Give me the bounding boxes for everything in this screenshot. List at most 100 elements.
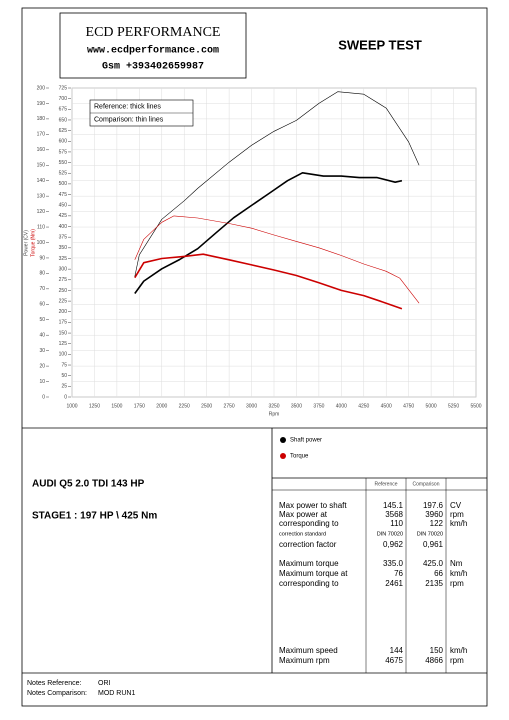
y2-tick-label: 275 — [59, 277, 68, 283]
y2-axis-title: Torque (Nm) — [30, 229, 36, 257]
ref-value: 144 — [390, 646, 404, 655]
unit: Nm — [450, 559, 463, 568]
y-tick-label: 170 — [37, 132, 46, 138]
y-tick-label: 80 — [39, 271, 45, 277]
row-label: Maximum torque at — [279, 569, 348, 578]
legend: Shaft power Torque — [280, 437, 322, 460]
website: www.ecdperformance.com — [87, 45, 219, 57]
row-label: Max power at — [279, 510, 328, 519]
x-tick-label: 1750 — [134, 403, 145, 409]
y2-tick-label: 675 — [59, 107, 68, 113]
unit: km/h — [450, 646, 467, 655]
y2-tick-label: 600 — [59, 139, 68, 145]
unit: rpm — [450, 656, 464, 665]
y-tick-label: 200 — [37, 85, 46, 91]
y-tick-label: 130 — [37, 193, 46, 199]
y2-tick-label: 500 — [59, 181, 68, 187]
y2-tick-label: 525 — [59, 171, 68, 177]
y-tick-label: 50 — [39, 317, 45, 323]
company: ECD PERFORMANCE — [86, 25, 221, 40]
y2-tick-label: 575 — [59, 149, 68, 155]
comp-value: 3960 — [425, 510, 443, 519]
header-box — [59, 12, 247, 79]
y-tick-label: 190 — [37, 101, 46, 107]
series-line — [134, 91, 420, 277]
sheet-title: SWEEP TEST — [338, 37, 422, 52]
y2-tick-label: 150 — [59, 330, 68, 336]
y2-tick-label: 100 — [59, 352, 68, 358]
legend-swatch — [280, 437, 286, 443]
comp-value: 150 — [430, 646, 444, 655]
y2-tick-label: 725 — [59, 85, 68, 91]
column-header: Comparison — [413, 481, 440, 487]
y2-tick-label: 625 — [59, 128, 68, 134]
y2-tick-label: 225 — [59, 298, 68, 304]
sheet-border — [21, 7, 488, 707]
unit: CV — [450, 501, 462, 510]
y2-tick-label: 300 — [59, 266, 68, 272]
y2-tick-label: 200 — [59, 309, 68, 315]
y-tick-label: 140 — [37, 178, 46, 184]
y2-tick-label: 175 — [59, 320, 68, 326]
y2-tick-label: 450 — [59, 203, 68, 209]
plot: 1000 1250 1500 1750 2000 2250 2500 2750 3000 3250… — [23, 85, 481, 417]
series-line — [134, 253, 403, 310]
x-tick-label: 3750 — [313, 403, 324, 409]
phone: Gsm +393402659987 — [102, 62, 204, 73]
x-tick-label: 1000 — [66, 403, 77, 409]
series-line — [134, 172, 403, 294]
y-tick-label: 100 — [37, 240, 46, 246]
note-label: Notes Comparison: — [27, 690, 87, 697]
y-axis-title: Power (CV) — [23, 230, 29, 256]
unit: rpm — [450, 510, 464, 519]
x-tick-label: 1500 — [111, 403, 122, 409]
x-tick-label: 1250 — [89, 403, 100, 409]
x-tick-label: 2500 — [201, 403, 212, 409]
comp-value: 4866 — [425, 656, 443, 665]
y2-tick-label: 125 — [59, 341, 68, 347]
stage: STAGE1 : 197 HP \ 425 Nm — [32, 511, 157, 522]
y2-tick-label: 375 — [59, 235, 68, 241]
legend-swatch — [280, 453, 286, 459]
unit: km/h — [450, 519, 467, 528]
y-tick-label: 160 — [37, 147, 46, 153]
row-label: Max power to shaft — [279, 501, 347, 510]
y-tick-label: 90 — [39, 255, 45, 261]
row-label: Maximum rpm — [279, 656, 330, 665]
comp-value: 425.0 — [423, 559, 444, 568]
line-note: Comparison: thin lines — [94, 116, 164, 123]
y-tick-label: 120 — [37, 209, 46, 215]
ref-value: DIN 70020 — [377, 531, 403, 537]
y-tick-label: 10 — [39, 379, 45, 385]
unit: rpm — [450, 579, 464, 588]
y-tick-label: 60 — [39, 302, 45, 308]
vehicle: AUDI Q5 2.0 TDI 143 HP — [32, 479, 145, 490]
row-label: correction standard — [279, 531, 326, 537]
y-tick-label: 40 — [39, 333, 45, 339]
y2-tick-label: 25 — [61, 384, 67, 390]
row-label: corresponding to — [279, 519, 339, 528]
y-tick-label: 0 — [42, 394, 45, 400]
note-value: MOD RUN1 — [98, 690, 135, 697]
x-tick-label: 2750 — [224, 403, 235, 409]
comp-value: 66 — [434, 569, 443, 578]
ref-value: 2461 — [385, 579, 403, 588]
row-label: correction factor — [279, 540, 337, 549]
x-tick-label: 3000 — [246, 403, 257, 409]
legend-label: Torque — [290, 454, 309, 460]
ref-value: 3568 — [385, 510, 403, 519]
y2-tick-label: 75 — [61, 362, 67, 368]
notes: Notes Reference: ORI Notes Comparison: MOD … — [27, 680, 135, 697]
y2-tick-label: 700 — [59, 96, 68, 102]
ref-value: 4675 — [385, 656, 403, 665]
y2-tick-label: 425 — [59, 213, 68, 219]
y-tick-label: 30 — [39, 348, 45, 354]
x-tick-label: 4000 — [336, 403, 347, 409]
x-tick-label: 4250 — [358, 403, 369, 409]
y2-tick-label: 350 — [59, 245, 68, 251]
y-tick-label: 110 — [37, 224, 45, 230]
specs-table: Reference Comparison Max power to shaft 145… — [272, 478, 487, 673]
y-tick-label: 180 — [37, 116, 46, 122]
legend-label: Shaft power — [290, 438, 322, 444]
